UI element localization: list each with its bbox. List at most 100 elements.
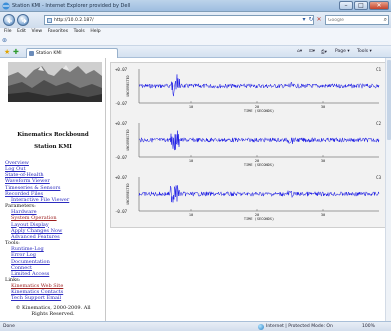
zoom-level[interactable]: 100% — [362, 324, 375, 329]
waveform-trace — [138, 185, 380, 203]
search-icon[interactable]: ⌕ — [383, 16, 387, 23]
home-icon[interactable]: ⌂▾ — [297, 49, 303, 54]
nav-link-interactive-file-viewer[interactable]: Interactive File Viewer — [11, 196, 70, 203]
page-menu[interactable]: Page ▾ — [335, 49, 350, 54]
url-text: http://10.0.2.187/ — [54, 18, 94, 23]
address-input[interactable]: http://10.0.2.187/ — [44, 15, 314, 25]
add-favorite-icon[interactable]: ✚ — [13, 48, 19, 56]
menu-file[interactable]: File — [4, 29, 12, 34]
copyright-line-1: © Kinematics, 2000-2009. All — [15, 305, 91, 311]
y-top-label: +0.07 — [115, 121, 128, 126]
nav-link-overview[interactable]: Overview — [5, 160, 29, 166]
header-photo — [8, 62, 102, 102]
y-top-label: +0.07 — [115, 67, 128, 72]
menu-view[interactable]: View — [31, 29, 43, 34]
title-bar: Station KMI - Internet Explorer provided… — [0, 0, 391, 12]
tab-page-icon — [29, 51, 34, 56]
favorites-star-icon[interactable]: ★ — [4, 48, 11, 56]
nav-link-tech-support-email[interactable]: Tech Support Email — [11, 295, 62, 302]
nav-link-runtime-log[interactable]: Runtime-Log — [11, 246, 44, 253]
nav-link-kinematics-web-site[interactable]: Kinematics Web Site — [11, 283, 64, 290]
status-text: Done — [3, 324, 15, 329]
vertical-scrollbar[interactable] — [385, 58, 391, 321]
nav-link-error-log[interactable]: Error Log — [11, 252, 36, 259]
channel-label: C2 — [376, 121, 381, 126]
forward-button[interactable] — [17, 14, 29, 26]
menu-help[interactable]: Help — [90, 29, 101, 34]
nav-link-log-out[interactable]: Log Out — [5, 166, 26, 173]
internet-zone-icon — [258, 324, 264, 330]
y-bottom-label: -0.07 — [115, 101, 128, 106]
waveform-trace — [138, 74, 380, 97]
nav-link-hardware[interactable]: Hardware — [11, 209, 37, 216]
channel-label: C1 — [376, 67, 381, 72]
nav-link-limited-access[interactable]: Limited Access — [11, 270, 50, 277]
dropdown-icon[interactable]: ▾ — [302, 16, 306, 23]
x-tick-label: 30 — [321, 105, 325, 109]
window-title: Station KMI - Internet Explorer provided… — [12, 3, 131, 9]
x-tick-label: 20 — [255, 159, 259, 163]
nav-link-apply-changes-now[interactable]: Apply Changes Now — [11, 227, 63, 234]
address-bar: http://10.0.2.187/ ▾ ↻ ✕ ⌕ — [0, 12, 391, 28]
tools-menu-label: Tools — [357, 49, 369, 54]
copyright-line-2: Rights Reserved. — [31, 311, 75, 317]
waveform-charts: +0.07 -0.07 UNCORRECTED C1 10 20 30 TIME (SECON… — [115, 67, 382, 221]
y-axis-label: UNCORRECTED — [126, 75, 130, 96]
menu-favorites[interactable]: Favorites — [47, 29, 69, 34]
forward-arrow-icon — [22, 18, 27, 24]
page-menu-label: Page — [335, 49, 346, 54]
y-axis-label: UNCORRECTED — [126, 129, 130, 150]
x-tick-label: 10 — [189, 105, 193, 109]
nav-link-timeseries-sensors[interactable]: Timeseries & Sensors — [5, 184, 61, 191]
y-bottom-label: -0.07 — [115, 155, 128, 160]
waveform-trace — [138, 130, 380, 151]
nav-link-waveform-viewer[interactable]: Waveform Viewer — [5, 178, 50, 185]
status-bar: Done Internet | Protected Mode: On 100% — [0, 321, 391, 331]
links-bar: ⊛ — [0, 36, 391, 46]
x-tick-label: 10 — [189, 213, 193, 217]
x-tick-label: 10 — [189, 159, 193, 163]
sidebar-divider — [105, 58, 106, 321]
menu-edit[interactable]: Edit — [17, 29, 26, 34]
nav-link-connect[interactable]: Connect — [11, 264, 33, 271]
nav-link-kinematics-contacts[interactable]: Kinematics Contacts — [11, 289, 64, 296]
menu-tools[interactable]: Tools — [73, 29, 85, 34]
nav-link-advanced-features[interactable]: Advanced Features — [11, 233, 60, 240]
feeds-icon[interactable]: ⊡▾ — [309, 49, 316, 54]
minimize-button[interactable]: – — [339, 1, 353, 10]
close-button[interactable]: ✕ — [369, 1, 389, 10]
site-title: Kinematics Rockbound — [17, 132, 89, 138]
sidebar: Kinematics Rockbound Station KMI Overvie… — [0, 58, 106, 321]
nav-link-recorded-files[interactable]: Recorded Files — [5, 190, 44, 197]
y-bottom-label: -0.07 — [115, 209, 128, 214]
nav-section-links: Links: — [5, 276, 21, 283]
x-axis-label: TIME (SECONDS) — [244, 163, 274, 167]
tools-menu[interactable]: Tools ▾ — [357, 49, 372, 54]
nav-link-layout-display[interactable]: Layout Display — [11, 221, 49, 228]
stop-icon[interactable]: ✕ — [316, 16, 322, 23]
maximize-button[interactable]: □ — [354, 1, 368, 10]
nav-link-documentation[interactable]: Documentation — [11, 258, 50, 265]
nav-section-tools: Tools: — [5, 240, 20, 247]
menu-bar: File Edit View Favorites Tools Help — [0, 28, 391, 36]
sidebar-nav: Overview Log Out State-of-Health Waveform V… — [5, 160, 105, 302]
copyright: © Kinematics, 2000-2009. All Rights Rese… — [2, 305, 104, 317]
back-arrow-icon — [7, 18, 12, 24]
scrollbar-thumb[interactable] — [387, 60, 391, 140]
nav-link-state-of-health[interactable]: State-of-Health — [5, 172, 44, 179]
search-box[interactable]: ⌕ — [325, 15, 389, 25]
print-icon[interactable]: ⎙▾ — [321, 50, 327, 55]
refresh-icon[interactable]: ↻ — [308, 16, 314, 23]
y-axis-label: UNCORRECTED — [126, 183, 130, 204]
back-button[interactable] — [3, 14, 15, 26]
links-icon[interactable]: ⊛ — [2, 37, 8, 44]
search-input[interactable] — [326, 16, 376, 24]
tab-station-kmi[interactable]: Station KMI — [26, 48, 118, 58]
x-tick-label: 30 — [321, 213, 325, 217]
y-top-label: +0.07 — [115, 175, 128, 180]
tab-bar: ★ ✚ Station KMI ⌂▾ ⊡▾ ⎙▾ Page ▾ Tools ▾ — [0, 46, 391, 58]
channel-label: C3 — [376, 175, 381, 180]
ie-icon — [2, 2, 10, 10]
security-zone: Internet | Protected Mode: On — [266, 324, 333, 329]
nav-link-system-operation[interactable]: System Operation — [11, 215, 57, 222]
